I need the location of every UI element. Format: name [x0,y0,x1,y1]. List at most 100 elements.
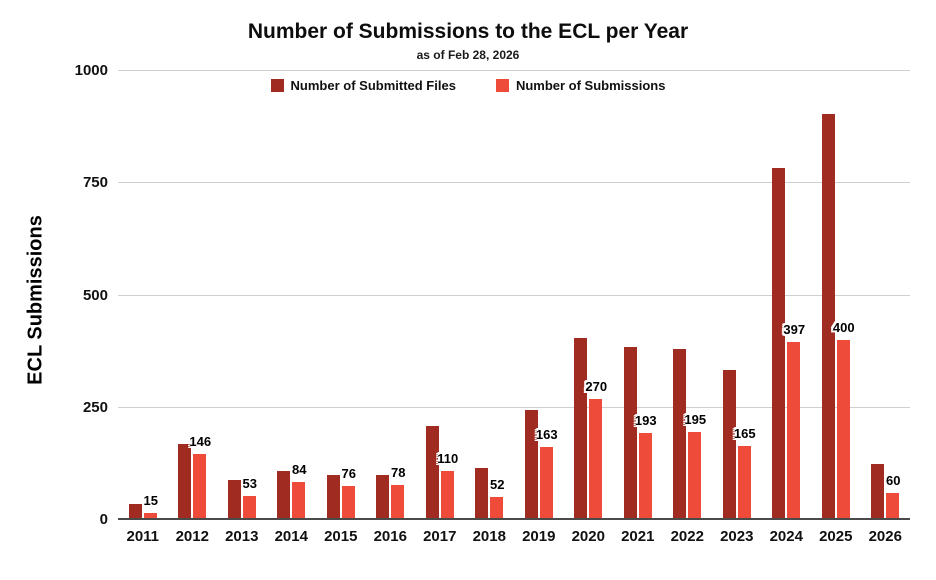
bar-group-2021: 193 2021 [613,71,663,545]
bar-2013-series-1 [242,496,256,520]
bar-group-2022: 195 2022 [663,71,713,545]
bar-2012-series-1 [193,454,207,520]
x-tick-label-2014: 2014 [274,528,308,545]
x-tick-label-2013: 2013 [225,528,259,545]
chart-title: Number of Submissions to the ECL per Yea… [247,20,689,43]
bar-2015-series-0 [326,475,340,520]
bar-2014-series-0 [277,470,291,520]
bar-2026-series-0 [871,463,885,520]
bar-2025-series-1 [836,340,850,520]
bar-2020-series-1 [589,398,603,520]
value-label-2024: 397 [783,321,806,337]
value-label-2016: 78 [391,464,406,480]
value-label-2015: 76 [341,465,356,481]
legend-swatch-submissions [495,79,509,92]
bar-2025-series-0 [821,113,835,520]
bar-group-2024: 397 2024 [762,71,812,545]
value-label-2026: 60 [886,473,901,489]
bar-2018-series-1 [490,496,504,520]
gridline [118,70,910,71]
x-tick-label-2019: 2019 [522,528,556,545]
y-tick-label: 1000 [74,62,108,79]
bar-group-2011: 15 2011 [118,71,168,545]
bar-group-2025: 400 2025 [811,71,861,545]
legend-item-submitted-files: Number of Submitted Files [270,78,456,93]
value-label-2020: 270 [585,378,608,394]
bar-2011-series-1 [143,513,157,520]
bar-2011-series-0 [128,504,142,520]
legend-label-submissions: Number of Submissions [515,78,666,93]
x-axis-line [118,518,910,520]
plot-area: 15 2011 146 2012 53 2013 84 2014 76 2015 78 2016 110… [75,63,911,545]
x-tick-label-2016: 2016 [373,528,407,545]
bar-2014-series-1 [292,482,306,520]
bar-2021-series-0 [623,347,637,520]
bar-group-2017: 110 2017 [415,71,465,545]
legend-item-submissions: Number of Submissions [495,78,666,93]
bar-2021-series-1 [638,433,652,520]
value-label-2025: 400 [832,320,855,336]
x-tick-label-2015: 2015 [324,528,358,545]
x-tick-label-2011: 2011 [126,528,160,545]
x-tick-label-2020: 2020 [571,528,605,545]
bar-group-2023: 165 2023 [712,71,762,545]
bar-group-2012: 146 2012 [168,71,218,545]
value-label-2019: 163 [535,426,558,442]
bar-groups: 15 2011 146 2012 53 2013 84 2014 76 2015 78 2016 110… [118,71,911,545]
bar-2022-series-0 [673,349,687,520]
gridline [118,406,910,408]
bar-2024-series-0 [772,167,786,520]
value-label-2017: 110 [437,450,459,466]
value-label-2023: 165 [733,425,756,441]
bar-2019-series-0 [524,410,538,520]
value-label-2014: 84 [292,462,307,478]
value-label-2013: 53 [242,476,257,492]
bar-2026-series-1 [886,493,900,520]
y-tick-label: 250 [82,398,108,416]
x-tick-label-2024: 2024 [769,528,803,545]
x-tick-label-2018: 2018 [472,528,506,545]
x-tick-label-2012: 2012 [175,528,209,545]
x-tick-label-2017: 2017 [423,528,457,545]
bar-group-2015: 76 2015 [316,71,366,545]
x-tick-label-2025: 2025 [819,528,853,545]
value-label-2021: 193 [634,413,657,429]
gridline [118,294,910,296]
legend-swatch-submitted-files [270,79,284,92]
bar-2016-series-0 [376,475,390,520]
bar-group-2014: 84 2014 [267,71,317,545]
value-label-2018: 52 [490,476,505,492]
y-tick-label: 750 [82,174,108,192]
y-tick-label: 500 [82,286,108,304]
legend-label-submitted-files: Number of Submitted Files [290,78,456,93]
bar-group-2019: 163 2019 [514,71,564,545]
x-tick-label-2022: 2022 [670,528,704,545]
gridline [118,182,910,184]
bar-group-2018: 52 2018 [465,71,515,545]
bar-group-2026: 60 2026 [861,71,911,545]
bar-2017-series-1 [440,470,454,520]
bar-2012-series-0 [178,443,192,520]
value-label-2022: 195 [684,412,707,428]
bar-2023-series-0 [722,369,736,520]
bar-group-2016: 78 2016 [366,71,416,545]
bar-2017-series-0 [425,425,439,520]
x-tick-label-2026: 2026 [868,528,902,545]
bar-group-2020: 270 2020 [564,71,614,545]
bar-2015-series-1 [341,485,355,520]
bar-2019-series-1 [539,446,553,520]
chart-legend: Number of Submitted Files Number of Subm… [0,78,936,93]
bar-2022-series-1 [688,432,702,520]
x-tick-label-2023: 2023 [720,528,754,545]
bar-2024-series-1 [787,341,801,520]
chart-subtitle: as of Feb 28, 2026 [416,48,520,62]
value-label-2012: 146 [189,434,212,450]
y-axis-title: ECL Submissions [24,215,47,385]
bar-group-2013: 53 2013 [217,71,267,545]
y-tick-label: 0 [99,511,108,528]
bar-2016-series-1 [391,484,405,520]
bar-2020-series-0 [574,338,588,520]
bar-2013-series-0 [227,479,241,520]
value-label-2011: 15 [143,493,158,509]
